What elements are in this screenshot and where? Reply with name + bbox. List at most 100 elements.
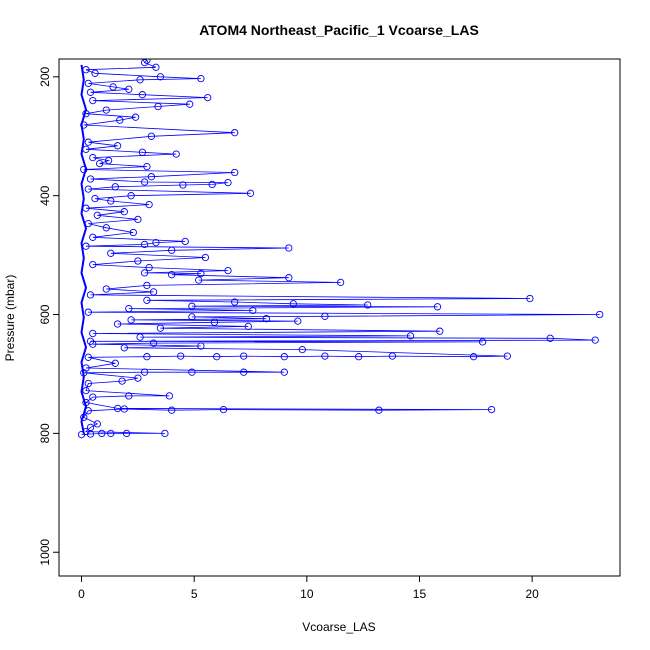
data-point xyxy=(181,237,189,246)
y-tick-label: 800 xyxy=(38,423,52,443)
data-point xyxy=(140,269,149,277)
data-point xyxy=(246,189,255,197)
data-point xyxy=(113,142,122,150)
data-point xyxy=(125,392,133,400)
data-point xyxy=(208,180,216,189)
data-point xyxy=(107,197,115,205)
data-point xyxy=(125,304,133,313)
data-point xyxy=(80,121,88,129)
data-point xyxy=(546,334,554,342)
data-point xyxy=(375,406,383,414)
data-point xyxy=(436,327,444,335)
data-point xyxy=(127,192,135,200)
data-point xyxy=(336,278,345,287)
data-point xyxy=(138,91,147,99)
data-point xyxy=(84,308,92,316)
series-line xyxy=(81,59,600,435)
data-point xyxy=(134,215,142,224)
data-point xyxy=(165,392,174,400)
data-point xyxy=(93,211,101,219)
data-point xyxy=(143,353,151,361)
data-point xyxy=(321,352,329,360)
data-point xyxy=(219,405,228,414)
data-point xyxy=(107,429,115,438)
data-point xyxy=(84,219,92,228)
data-point xyxy=(289,300,297,308)
data-point xyxy=(280,353,288,361)
x-axis-label: Vcoarse_LAS xyxy=(302,620,375,634)
data-point xyxy=(82,398,90,407)
data-point xyxy=(82,145,90,153)
data-point xyxy=(249,306,257,315)
data-point xyxy=(168,271,176,279)
data-point xyxy=(294,317,302,325)
data-point xyxy=(156,324,165,332)
data-point xyxy=(102,224,110,232)
plot-area xyxy=(77,59,604,439)
data-point xyxy=(143,59,151,64)
data-point xyxy=(231,129,239,137)
data-point xyxy=(197,342,205,350)
data-point xyxy=(91,69,99,77)
data-point xyxy=(136,333,144,341)
data-point xyxy=(95,159,104,168)
y-tick-label: 200 xyxy=(38,66,52,86)
data-point xyxy=(298,345,306,354)
data-point xyxy=(224,178,232,187)
data-point xyxy=(503,352,511,360)
data-point xyxy=(213,353,221,361)
x-tick-label: 0 xyxy=(78,587,85,601)
plot-frame xyxy=(58,58,621,577)
data-point xyxy=(285,244,293,252)
data-point xyxy=(84,407,92,415)
data-point xyxy=(140,240,149,249)
data-point xyxy=(172,150,180,158)
data-point xyxy=(134,374,142,382)
y-axis: 200 400 600 800 1000 xyxy=(38,66,60,566)
data-point xyxy=(152,63,160,71)
data-point xyxy=(154,102,162,111)
data-point xyxy=(84,185,92,193)
data-point xyxy=(104,156,113,165)
data-point xyxy=(82,386,90,395)
data-point xyxy=(149,339,158,347)
data-point xyxy=(210,318,219,326)
data-point xyxy=(526,294,534,303)
x-tick-label: 15 xyxy=(413,587,427,601)
data-point xyxy=(355,353,363,361)
data-point xyxy=(82,242,90,250)
data-point xyxy=(89,260,97,269)
x-tick-label: 20 xyxy=(525,587,539,601)
data-point xyxy=(388,352,397,360)
data-point xyxy=(195,276,203,284)
data-point xyxy=(134,257,142,265)
data-point xyxy=(469,353,478,361)
x-tick-label: 10 xyxy=(300,587,314,601)
data-point xyxy=(197,74,205,83)
data-point xyxy=(89,329,97,338)
data-point xyxy=(86,430,95,438)
data-point xyxy=(596,310,604,319)
data-point xyxy=(478,338,487,346)
data-point xyxy=(240,352,248,360)
data-point xyxy=(138,148,147,156)
data-point xyxy=(177,352,185,360)
data-point xyxy=(107,249,115,257)
data-point xyxy=(82,66,90,74)
data-point xyxy=(136,76,144,84)
data-point xyxy=(120,344,128,352)
data-point xyxy=(80,165,88,174)
data-point xyxy=(84,353,92,361)
data-point xyxy=(118,377,126,385)
data-point xyxy=(201,253,210,262)
data-point xyxy=(111,359,119,367)
data-point xyxy=(113,320,122,328)
data-point xyxy=(156,73,165,81)
data-point xyxy=(280,368,288,376)
data-point xyxy=(89,96,97,105)
data-point xyxy=(285,274,293,282)
y-tick-label: 1000 xyxy=(38,539,52,566)
data-point xyxy=(129,228,137,237)
data-point xyxy=(244,322,252,331)
